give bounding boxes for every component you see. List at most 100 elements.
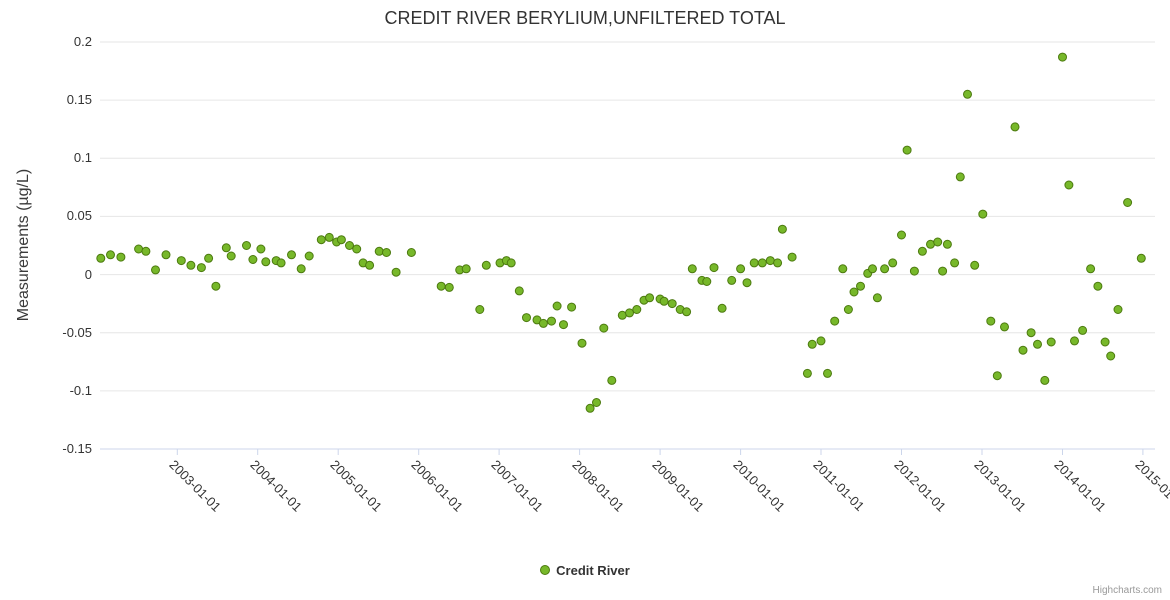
data-point[interactable] [1018,345,1028,355]
data-point[interactable] [1033,339,1042,349]
data-point[interactable] [727,275,737,285]
data-point[interactable] [261,257,271,267]
data-point[interactable] [514,286,524,296]
data-point[interactable] [978,209,988,219]
data-point[interactable] [1046,337,1056,347]
data-point[interactable] [902,145,912,155]
data-point[interactable] [667,299,677,309]
data-point[interactable] [151,265,160,275]
data-point[interactable] [585,403,595,413]
data-point[interactable] [849,287,859,297]
data-point[interactable] [807,339,817,349]
data-point[interactable] [816,336,826,346]
data-point[interactable] [391,267,401,277]
data-point[interactable] [552,301,562,311]
data-point[interactable] [872,293,882,303]
data-point[interactable] [96,253,106,263]
highcharts-credit[interactable]: Highcharts.com [1092,585,1162,596]
data-point[interactable] [742,278,752,288]
data-point[interactable] [1040,375,1050,385]
data-point[interactable] [773,258,783,268]
data-point[interactable] [1123,198,1133,207]
data-point[interactable] [559,320,568,330]
data-point[interactable] [106,250,115,260]
data-point[interactable] [1106,351,1116,361]
data-point[interactable] [986,316,996,326]
data-point[interactable] [276,258,286,268]
data-point[interactable] [599,323,609,333]
data-point[interactable] [1113,305,1123,314]
data-point[interactable] [897,230,906,240]
data-point[interactable] [226,251,236,261]
data-point[interactable] [365,260,375,270]
data-point[interactable] [963,89,972,99]
data-point[interactable] [1093,281,1103,291]
data-point[interactable] [444,282,454,292]
data-point[interactable] [802,368,812,378]
data-point[interactable] [242,241,251,250]
data-point[interactable] [538,318,548,328]
data-point[interactable] [577,338,587,348]
data-point[interactable] [134,244,144,254]
data-point[interactable] [336,235,346,245]
data-point[interactable] [856,281,865,291]
data-point[interactable] [938,266,948,276]
data-point[interactable] [868,264,877,274]
data-point[interactable] [567,302,577,312]
data-point[interactable] [736,264,746,274]
data-point[interactable] [1026,328,1036,338]
data-point[interactable] [176,256,186,266]
data-point[interactable] [843,305,853,314]
data-point[interactable] [955,172,965,182]
data-point[interactable] [625,308,634,318]
data-point[interactable] [702,277,712,286]
data-point[interactable] [917,246,927,256]
data-point[interactable] [506,258,516,268]
data-point[interactable] [196,263,206,273]
data-point[interactable] [765,256,775,266]
data-point[interactable] [382,248,391,257]
data-point[interactable] [749,258,759,268]
data-point[interactable] [211,281,221,291]
data-point[interactable] [296,264,306,274]
data-point[interactable] [481,260,491,270]
data-point[interactable] [324,232,334,242]
data-point[interactable] [1070,336,1079,346]
data-point[interactable] [1078,325,1088,335]
data-point[interactable] [942,239,952,249]
data-point[interactable] [909,266,919,276]
data-point[interactable] [838,264,848,274]
data-point[interactable] [659,296,669,306]
data-point[interactable] [1086,264,1096,274]
data-point[interactable] [1100,337,1110,347]
data-point[interactable] [522,313,531,323]
data-point[interactable] [1136,253,1146,263]
data-point[interactable] [645,293,655,303]
data-point[interactable] [992,371,1002,381]
data-point[interactable] [406,248,416,257]
data-point[interactable] [632,305,642,314]
data-point[interactable] [352,244,362,254]
data-point[interactable] [374,246,384,256]
data-point[interactable] [777,224,787,234]
data-point[interactable] [933,237,943,247]
data-point[interactable] [304,251,314,261]
data-point[interactable] [475,305,485,314]
data-point[interactable] [204,253,214,263]
data-point[interactable] [316,235,326,245]
data-point[interactable] [880,264,890,274]
data-point[interactable] [248,255,258,264]
data-point[interactable] [787,252,797,262]
data-point[interactable] [687,264,697,274]
data-point[interactable] [461,264,471,274]
data-point[interactable] [823,368,832,378]
data-point[interactable] [709,263,719,273]
data-point[interactable] [950,258,960,268]
data-point[interactable] [287,250,296,260]
data-point[interactable] [221,243,231,253]
data-point[interactable] [436,281,446,291]
data-point[interactable] [607,375,617,385]
data-point[interactable] [1064,180,1074,190]
data-point[interactable] [256,244,266,254]
data-point[interactable] [161,250,171,260]
